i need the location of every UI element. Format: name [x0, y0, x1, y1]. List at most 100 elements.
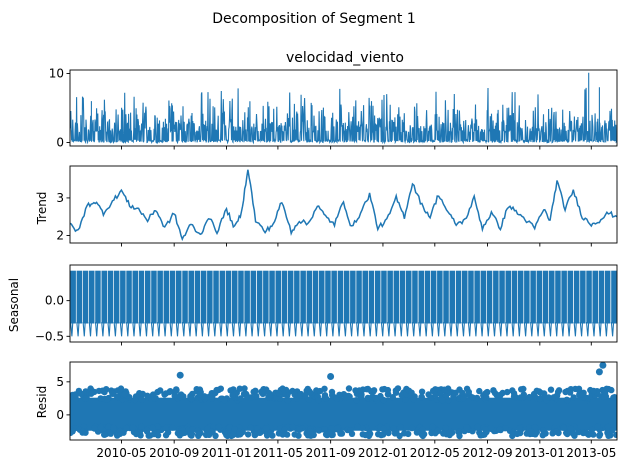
resid-point [251, 431, 259, 438]
resid-point [460, 394, 467, 402]
seasonal-cycle-dip [107, 321, 111, 337]
seasonal-cycle-band [225, 270, 232, 324]
resid-point [580, 429, 587, 437]
resid-point [139, 390, 146, 398]
resid-point [129, 424, 137, 431]
resid-outlier [599, 362, 607, 369]
resid-point [608, 386, 615, 394]
x-tick-label: 2013-01 [515, 446, 565, 460]
resid-point [116, 427, 124, 435]
seasonal-cycle-dip [542, 321, 546, 337]
resid-point [517, 394, 524, 401]
trend-ylabel: Trend [35, 192, 49, 226]
seasonal-cycle-band [113, 270, 120, 324]
resid-point [180, 393, 187, 400]
seasonal-cycle-band [163, 270, 170, 324]
resid-point [408, 424, 416, 432]
seasonal-cycle-dip [517, 321, 521, 337]
resid-point [229, 431, 237, 439]
resid-point [528, 428, 535, 435]
resid-point [91, 425, 98, 432]
seasonal-cycle-band [542, 270, 549, 324]
resid-point [605, 432, 612, 439]
seasonal-cycle-band [611, 270, 617, 324]
resid-point [611, 394, 617, 401]
seasonal-cycle-dip [312, 321, 316, 337]
seasonal-cycle-dip [474, 321, 478, 337]
seasonal-cycle-dip [492, 321, 497, 337]
x-tick-label: 2012-01 [358, 446, 408, 460]
seasonal-cycle-dip [126, 321, 130, 337]
resid-point [109, 390, 116, 397]
seasonal-cycle-dip [393, 321, 397, 337]
seasonal-cycle-dip [598, 321, 602, 337]
resid-plot-area [69, 361, 618, 441]
seasonal-cycle-dip [443, 321, 447, 337]
resid-point [97, 423, 105, 431]
seasonal-cycle-band [511, 270, 518, 324]
seasonal-cycle-band [244, 270, 250, 324]
y-tick-label: 5 [56, 375, 64, 389]
resid-point [189, 426, 196, 433]
resid-point [97, 395, 104, 402]
seasonal-cycle-band [362, 270, 368, 324]
series-observed [70, 72, 617, 145]
resid-point [82, 429, 89, 436]
resid-point [520, 385, 527, 393]
seasonal-cycle-band [207, 270, 213, 324]
seasonal-cycle-band [107, 270, 114, 324]
resid-point [394, 385, 402, 392]
resid-point [553, 392, 561, 400]
seasonal-cycle-dip [380, 321, 385, 337]
seasonal-cycle-dip [349, 321, 354, 337]
resid-point [291, 431, 298, 438]
seasonal-cycle-band [95, 270, 101, 324]
resid-point [162, 424, 169, 432]
resid-point [345, 385, 353, 392]
series-resid [70, 362, 617, 440]
resid-outlier [176, 371, 184, 379]
seasonal-cycle-band [455, 270, 462, 324]
resid-point [413, 429, 421, 436]
resid-point [590, 387, 597, 395]
resid-point [545, 394, 552, 401]
resid-point [237, 395, 244, 402]
seasonal-cycle-band [350, 270, 356, 324]
series-seasonal [70, 270, 617, 337]
seasonal-cycle-dip [585, 321, 590, 337]
resid-point [247, 424, 254, 431]
resid-point [337, 430, 344, 437]
resid-point [143, 426, 151, 434]
observed-y-ticks: 0 10 [49, 66, 70, 150]
seasonal-cycle-band [356, 270, 362, 324]
seasonal-cycle-band [275, 270, 281, 324]
resid-point [575, 385, 583, 392]
seasonal-cycle-band [70, 270, 76, 324]
y-tick-label: 10 [49, 66, 64, 80]
axes-frame [69, 165, 618, 244]
seasonal-cycle-dip [368, 321, 372, 337]
seasonal-cycle-dip [536, 321, 540, 337]
y-tick-label: 3 [56, 191, 64, 205]
seasonal-cycle-band [443, 270, 449, 324]
axes-frame [69, 264, 618, 343]
seasonal-cycle-dip [511, 321, 515, 337]
seasonal-cycle-band [449, 270, 455, 324]
panel-observed-title: velocidad_viento [286, 50, 404, 66]
panel-seasonal: Seasonal −0.5 0.0 [7, 264, 618, 346]
resid-point [390, 425, 397, 433]
resid-point [567, 386, 575, 393]
resid-point [123, 424, 130, 432]
seasonal-cycle-dip [281, 321, 285, 337]
resid-point [321, 426, 328, 433]
seasonal-plot-area [69, 264, 618, 343]
resid-point [547, 386, 555, 393]
seasonal-y-ticks: −0.5 0.0 [35, 294, 70, 343]
seasonal-cycle-band [505, 270, 511, 324]
seasonal-cycle-band [101, 270, 107, 324]
seasonal-cycle-dip [219, 321, 223, 337]
resid-point [542, 430, 549, 437]
x-tick-label: 2013-05 [566, 446, 616, 460]
resid-point [487, 424, 495, 432]
